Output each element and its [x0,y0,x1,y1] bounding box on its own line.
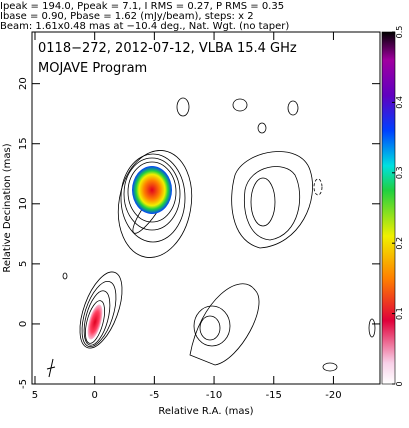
x-tick-label: -15 [266,390,282,401]
y-tick-label: 0 [18,321,29,327]
x-tick-label: -20 [325,390,341,401]
colorbar-tick-label: 0.4 [395,96,404,109]
header-line: Ipeak = 194.0, Ppeak = 7.1, I RMS = 0.27… [0,1,284,12]
y-tick-label: 5 [18,261,29,267]
header-line: Beam: 1.61x0.48 mas at −10.4 deg., Nat. … [0,21,289,32]
colorbar [381,31,396,385]
x-tick-label: 0 [91,390,97,401]
x-tick-label: 5 [32,390,38,401]
colorbar-tick-label: 0 [395,381,404,386]
header-line: Ibase = 0.90, Pbase = 1.62 (mJy/beam), s… [0,11,254,22]
y-tick-label: 10 [18,197,29,210]
x-tick-label: -10 [206,390,222,401]
colorbar-tick-label: 0.2 [395,237,404,250]
x-axis-label: Relative R.A. (mas) [158,406,253,417]
plot-frame [31,31,381,385]
colorbar-tick-label: 0.3 [395,166,404,179]
y-axis-label: Relative Decination (mas) [2,143,13,272]
y-tick-label: 15 [18,137,29,150]
y-tick-label: -5 [18,379,29,389]
colorbar-tick-label: 0.5 [395,26,404,39]
subtitle: MOJAVE Program [38,61,147,76]
colorbar-tick-label: 0.1 [395,307,404,320]
x-tick-label: -5 [149,390,159,401]
contours [46,97,376,378]
title: 0118−272, 2012-07-12, VLBA 15.4 GHz [38,41,297,56]
y-tick-label: 20 [18,77,29,90]
